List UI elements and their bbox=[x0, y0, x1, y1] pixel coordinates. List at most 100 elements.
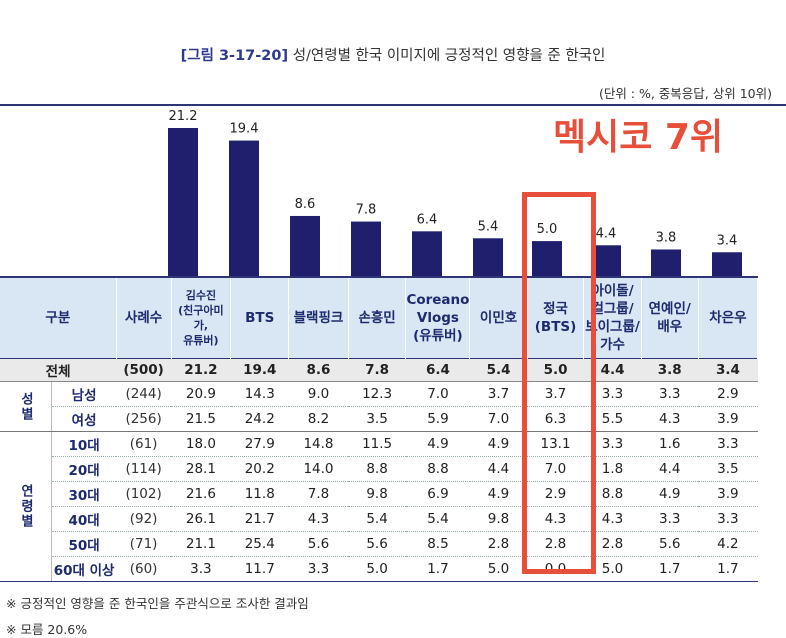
total-label: 전체 bbox=[0, 358, 117, 382]
table-cell: 8.8 bbox=[405, 456, 470, 482]
data-table: 구분 사례수 김수진 (친구아미가, 유튜버) BTS 블랙핑크 손흥민 Coreano Vlog… bbox=[0, 276, 759, 582]
table-cell: 5.6 bbox=[348, 531, 406, 557]
bar-1 bbox=[229, 140, 259, 276]
footnote-survey: ※ 긍정적인 영향을 준 한국인을 주관식으로 조사한 결과임 bbox=[6, 596, 309, 611]
header-line: (친구아미가, bbox=[178, 304, 224, 332]
header-col-3: 손흥민 bbox=[348, 276, 407, 359]
table-row: 50대 (71) 21.1 25.4 5.6 5.6 8.5 2.8 2.8 2.8 5.6 4.2 bbox=[0, 531, 758, 557]
table-row: 40대 (92) 26.1 21.7 4.3 5.4 5.4 9.8 4.3 4.3 3.3 3.3 bbox=[0, 506, 758, 532]
bar-value-label-5: 5.4 bbox=[478, 219, 499, 234]
header-line: 정국 bbox=[543, 301, 568, 317]
table-cell: 7.0 bbox=[405, 381, 470, 407]
table-cell: 9.8 bbox=[348, 481, 406, 507]
row-count: (71) bbox=[116, 531, 171, 557]
table-cell: 27.9 bbox=[230, 431, 289, 457]
bar-value-label-2: 8.6 bbox=[295, 197, 316, 212]
table-cell: 3.3 bbox=[698, 431, 758, 457]
table-cell: 4.3 bbox=[288, 506, 349, 532]
bar-value-label-9: 3.4 bbox=[717, 233, 738, 248]
table-cell: 8.8 bbox=[348, 456, 406, 482]
table-cell: 2.9 bbox=[527, 481, 584, 507]
total-cell: 3.4 bbox=[698, 358, 758, 382]
header-count: 사례수 bbox=[116, 276, 172, 359]
table-cell: 25.4 bbox=[230, 531, 289, 557]
table-cell: 9.0 bbox=[288, 381, 349, 407]
row-count: (102) bbox=[116, 481, 171, 507]
header-line: BTS bbox=[245, 310, 275, 326]
table-cell: 3.3 bbox=[288, 556, 349, 582]
table-cell: 11.7 bbox=[230, 556, 289, 582]
table-cell: 13.1 bbox=[527, 431, 584, 457]
row-label: 20대 bbox=[51, 456, 117, 482]
bar-value-label-0: 21.2 bbox=[169, 109, 198, 124]
table-cell: 18.0 bbox=[171, 431, 231, 457]
header-col-4: Coreano Vlogs (유튜버) bbox=[405, 276, 471, 359]
row-label: 여성 bbox=[51, 406, 117, 432]
table-cell: 7.0 bbox=[527, 456, 584, 482]
table-cell: 21.1 bbox=[171, 531, 231, 557]
table-cell: 8.5 bbox=[405, 531, 470, 557]
table-cell: 6.9 bbox=[405, 481, 470, 507]
table-row: 30대 (102) 21.6 11.8 7.8 9.8 6.9 4.9 2.9 8.8 4.9 3.9 bbox=[0, 481, 758, 507]
table-cell: 3.5 bbox=[348, 406, 406, 432]
chart-title: [그림 3-17-20] 성/연령별 한국 이미지에 긍정적인 영향을 준 한국… bbox=[0, 44, 786, 65]
bar-2 bbox=[290, 215, 320, 276]
table-cell: 5.0 bbox=[469, 556, 528, 582]
table-cell: 3.9 bbox=[698, 481, 758, 507]
table-cell: 3.7 bbox=[527, 381, 584, 407]
table-cell: 5.6 bbox=[288, 531, 349, 557]
table-cell: 12.3 bbox=[348, 381, 406, 407]
header-line: 배우 bbox=[657, 319, 683, 335]
total-cell: 7.8 bbox=[348, 358, 406, 382]
row-count: (92) bbox=[116, 506, 171, 532]
header-line: Coreano bbox=[406, 292, 470, 308]
table-row: 연령별 10대 (61) 18.0 27.9 14.8 11.5 4.9 4.9 13.1 3.3 1… bbox=[0, 431, 758, 582]
table-cell: 21.7 bbox=[230, 506, 289, 532]
table-cell: 11.5 bbox=[348, 431, 406, 457]
table-cell: 20.2 bbox=[230, 456, 289, 482]
table-cell: 11.8 bbox=[230, 481, 289, 507]
row-label: 30대 bbox=[51, 481, 117, 507]
footnote-unknown: ※ 모름 20.6% bbox=[6, 622, 88, 637]
table-cell: 5.0 bbox=[348, 556, 406, 582]
table-cell: 4.3 bbox=[527, 506, 584, 532]
header-line: (BTS) bbox=[534, 319, 577, 335]
header-col-6: 정국 (BTS) bbox=[527, 276, 585, 359]
table-cell: 28.1 bbox=[171, 456, 231, 482]
row-label: 60대 이상 bbox=[51, 556, 117, 582]
total-cell: 6.4 bbox=[405, 358, 470, 382]
header-col-8: 연예인/배우 bbox=[641, 276, 699, 359]
total-cell: 19.4 bbox=[230, 358, 289, 382]
total-cell: 21.2 bbox=[171, 358, 231, 382]
table-cell: 3.5 bbox=[698, 456, 758, 482]
header-line: 걸그룹/ bbox=[591, 301, 634, 317]
top-rule bbox=[0, 104, 786, 106]
table-cell: 5.4 bbox=[348, 506, 406, 532]
table-cell: 14.8 bbox=[288, 431, 349, 457]
bar-6 bbox=[532, 241, 562, 276]
table-row: 20대 (114) 28.1 20.2 14.0 8.8 8.8 4.4 7.0 1.8 4.4 3.… bbox=[0, 456, 758, 482]
highlight-box bbox=[522, 192, 596, 574]
table-cell: 26.1 bbox=[171, 506, 231, 532]
table-cell: 2.8 bbox=[469, 531, 528, 557]
bar-7 bbox=[591, 245, 621, 276]
table-cell: 5.9 bbox=[405, 406, 470, 432]
row-count: (114) bbox=[116, 456, 171, 482]
total-cell: 8.6 bbox=[288, 358, 349, 382]
bar-0 bbox=[168, 128, 198, 276]
header-line: 이민호 bbox=[479, 310, 518, 326]
table-cell: 1.7 bbox=[641, 556, 699, 582]
bar-3 bbox=[351, 221, 381, 276]
table-cell: 24.2 bbox=[230, 406, 289, 432]
table-cell: 4.9 bbox=[469, 431, 528, 457]
table-cell: 1.7 bbox=[405, 556, 470, 582]
header-col-9: 차은우 bbox=[698, 276, 759, 359]
table-cell: 1.6 bbox=[641, 431, 699, 457]
header-line: 유튜버) bbox=[183, 334, 219, 347]
row-label: 10대 bbox=[51, 431, 117, 457]
table-cell: 4.4 bbox=[641, 456, 699, 482]
header-line: 김수진 bbox=[185, 289, 217, 302]
table-cell: 4.9 bbox=[641, 481, 699, 507]
table-cell: 14.3 bbox=[230, 381, 289, 407]
bar-chart: 21.2 19.4 8.6 7.8 6.4 5.4 5.0 4.4 3.8 3.4 bbox=[168, 109, 742, 276]
